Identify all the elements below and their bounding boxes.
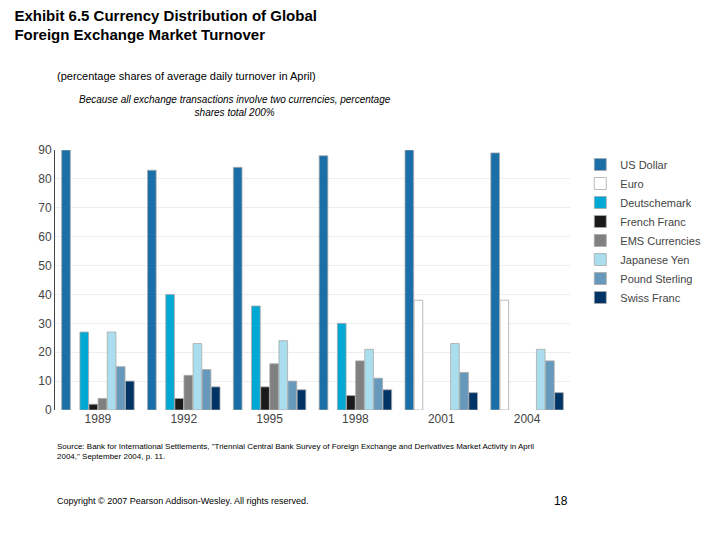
- svg-text:2001: 2001: [428, 412, 455, 426]
- svg-text:1995: 1995: [256, 412, 283, 426]
- svg-text:90: 90: [38, 143, 52, 157]
- svg-text:70: 70: [38, 201, 52, 215]
- svg-text:Because all exchange transacti: Because all exchange transactions involv…: [79, 94, 391, 118]
- svg-text:Exhibit 6.5 Currency Distribut: Exhibit 6.5 Currency Distribution of Glo…: [14, 7, 317, 44]
- svg-text:Pound Sterling: Pound Sterling: [620, 273, 692, 285]
- svg-text:EMS Currencies: EMS Currencies: [620, 235, 701, 247]
- svg-text:Deutschemark: Deutschemark: [620, 197, 691, 209]
- svg-text:1998: 1998: [342, 412, 369, 426]
- svg-text:(percentage shares of average: (percentage shares of average daily turn…: [57, 70, 316, 82]
- svg-text:French Franc: French Franc: [620, 216, 686, 228]
- svg-text:0: 0: [45, 403, 52, 417]
- svg-text:80: 80: [38, 172, 52, 186]
- svg-text:50: 50: [38, 259, 52, 273]
- svg-text:Swiss Franc: Swiss Franc: [620, 292, 680, 304]
- svg-text:Euro: Euro: [620, 178, 643, 190]
- svg-text:18: 18: [554, 494, 568, 508]
- svg-text:20: 20: [38, 345, 52, 359]
- svg-text:US Dollar: US Dollar: [620, 159, 667, 171]
- svg-text:2004: 2004: [514, 412, 541, 426]
- svg-text:30: 30: [38, 317, 52, 331]
- svg-text:Japanese Yen: Japanese Yen: [620, 254, 689, 266]
- svg-text:60: 60: [38, 230, 52, 244]
- svg-text:1992: 1992: [170, 412, 197, 426]
- svg-text:1989: 1989: [85, 412, 112, 426]
- svg-text:10: 10: [38, 374, 52, 388]
- svg-text:Copyright © 2007 Pearson Addis: Copyright © 2007 Pearson Addison-Wesley.…: [57, 496, 308, 506]
- svg-text:Source: Bank for International: Source: Bank for International Settlemen…: [57, 442, 534, 461]
- svg-text:40: 40: [38, 288, 52, 302]
